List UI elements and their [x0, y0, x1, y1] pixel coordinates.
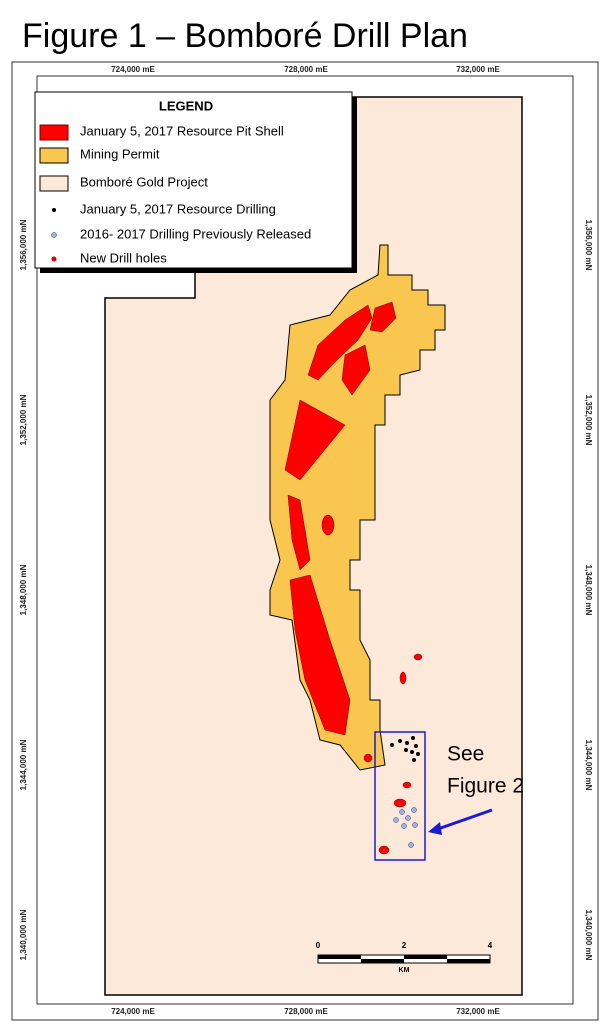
- y-coord-label: 1,344,000 mN: [19, 739, 28, 790]
- scale-bar: [317, 954, 491, 964]
- legend-swatch: [51, 256, 57, 262]
- x-coord-label: 732,000 mE: [456, 1007, 500, 1016]
- arrow-head: [428, 822, 442, 835]
- previous-drilling: [393, 807, 418, 848]
- resource-drilling: [390, 736, 420, 762]
- scale-tick-label: 4: [488, 941, 493, 950]
- annotation: Figure 2: [447, 775, 524, 798]
- legend-swatch: [51, 232, 57, 238]
- y-coord-label: 1,348,000 mN: [584, 565, 593, 616]
- legend-swatch: [39, 124, 69, 141]
- x-coord-label: 724,000 mE: [111, 1007, 155, 1016]
- x-coord-label: 724,000 mE: [111, 65, 155, 74]
- arrow: [434, 808, 493, 832]
- y-coord-label: 1,340,000 mN: [584, 910, 593, 961]
- y-coord-label: 1,356,000 mN: [19, 219, 28, 270]
- legend-label: 2016- 2017 Drilling Previously Released: [80, 226, 311, 241]
- figure-2-area: [374, 731, 426, 861]
- legend-swatch: [39, 147, 69, 164]
- legend-swatch: [52, 208, 56, 212]
- y-coord-label: 1,344,000 mN: [584, 740, 593, 791]
- scale-tick-label: 0: [316, 941, 321, 950]
- y-coord-label: 1,352,000 mN: [19, 394, 28, 445]
- legend-label: January 5, 2017 Resource Drilling: [80, 201, 276, 216]
- legend-label: Mining Permit: [80, 146, 160, 161]
- legend-label: January 5, 2017 Resource Pit Shell: [80, 123, 284, 138]
- x-coord-label: 728,000 mE: [284, 1007, 328, 1016]
- legend-label: New Drill holes: [80, 250, 167, 265]
- y-coord-label: 1,356,000 mN: [584, 220, 593, 271]
- x-coord-label: 728,000 mE: [284, 65, 328, 74]
- legend-title: LEGEND: [159, 98, 213, 113]
- y-coord-label: 1,352,000 mN: [584, 395, 593, 446]
- figure-title: Figure 1 – Bomboré Drill Plan: [22, 17, 468, 55]
- pit-shells: [284, 301, 423, 855]
- y-coord-label: 1,340,000 mN: [19, 909, 28, 960]
- legend-swatch: [39, 175, 69, 192]
- y-coord-label: 1,348,000 mN: [19, 564, 28, 615]
- x-coord-label: 732,000 mE: [456, 65, 500, 74]
- scale-unit: KM: [399, 967, 410, 974]
- scale-tick-label: 2: [402, 941, 407, 950]
- annotation: See: [447, 743, 484, 766]
- legend-box: [34, 91, 353, 269]
- legend-label: Bomboré Gold Project: [80, 174, 208, 189]
